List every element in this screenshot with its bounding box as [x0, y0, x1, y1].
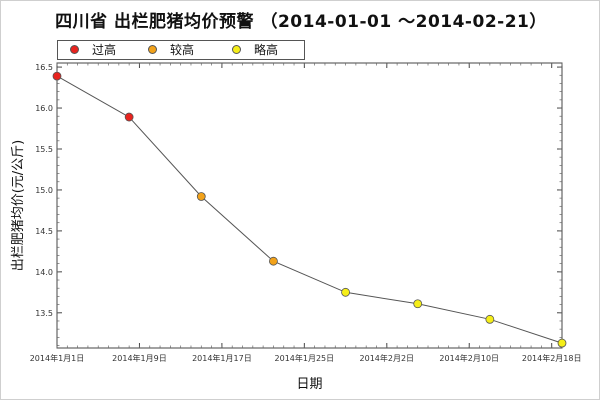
data-point	[196, 192, 206, 201]
x-tick-label: 2014年2月18日	[522, 353, 582, 363]
x-tick-label: 2014年1月1日	[30, 353, 85, 363]
y-tick-label: 16.5	[35, 63, 53, 72]
red-dot-icon	[70, 45, 79, 54]
legend-item-too-high: 过高	[58, 41, 138, 59]
x-tick-label: 2014年2月10日	[439, 353, 499, 363]
data-point	[52, 71, 62, 81]
data-point	[269, 256, 278, 266]
y-tick-label: 16.0	[35, 104, 53, 113]
x-tick-label: 2014年2月2日	[360, 353, 415, 363]
legend-item-slightly-high: 略高	[218, 41, 302, 59]
legend-label: 过高	[92, 43, 117, 57]
y-tick-label: 14.5	[35, 227, 53, 236]
y-axis-title: 出栏肥猪均价(元/公斤)	[11, 140, 26, 272]
yellow-dot-icon	[232, 45, 241, 54]
plot-area-border	[56, 62, 563, 349]
legend-label: 较高	[170, 43, 195, 57]
data-point	[413, 299, 423, 309]
legend-label: 略高	[254, 43, 279, 57]
y-tick-label: 13.5	[35, 309, 53, 318]
legend-item-high: 较高	[138, 41, 218, 59]
orange-dot-icon	[148, 45, 157, 54]
data-point	[557, 338, 567, 348]
chart-title: 四川省 出栏肥猪均价预警 （2014-01-01 ～2014-02-21）	[55, 12, 547, 32]
data-point	[124, 112, 134, 122]
x-tick-label: 2014年1月25日	[275, 353, 335, 363]
chart-legend: 过高 较高 略高	[57, 40, 305, 60]
data-point	[341, 287, 350, 297]
y-tick-label: 14.0	[35, 268, 53, 277]
x-axis-title: 日期	[296, 377, 322, 392]
series-line	[56, 75, 563, 344]
y-tick-label: 15.5	[35, 145, 53, 154]
y-tick-label: 15.0	[35, 186, 53, 195]
x-tick-label: 2014年1月17日	[192, 353, 252, 363]
x-tick-label: 2014年1月9日	[112, 353, 167, 363]
data-point	[485, 314, 495, 324]
